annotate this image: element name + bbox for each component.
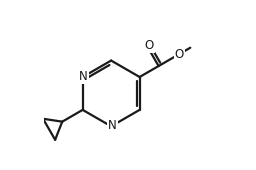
- Text: N: N: [108, 120, 117, 132]
- Text: O: O: [175, 48, 184, 61]
- Text: O: O: [144, 39, 154, 52]
- Text: N: N: [79, 70, 88, 83]
